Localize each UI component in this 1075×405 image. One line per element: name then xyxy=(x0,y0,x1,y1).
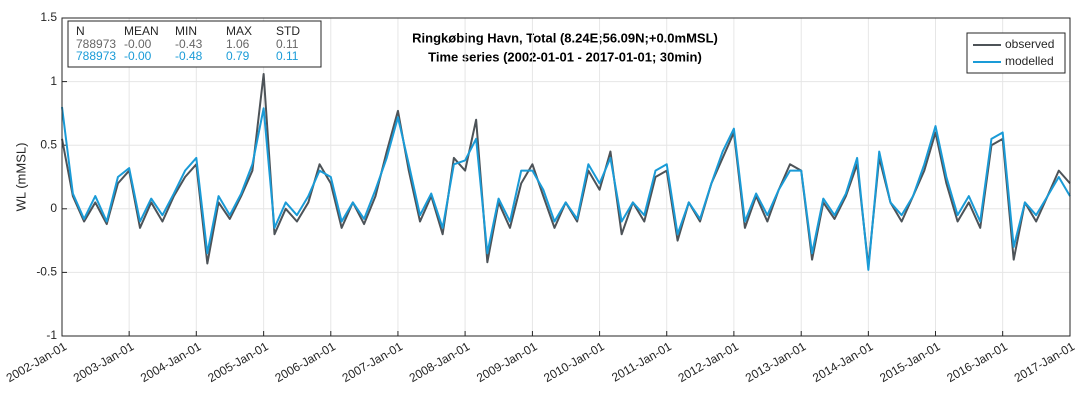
chart-subtitle: Time series (2002-01-01 - 2017-01-01; 30… xyxy=(428,49,702,64)
y-tick-label: 0 xyxy=(50,201,57,215)
stats-cell: 0.11 xyxy=(276,37,299,51)
y-tick-label: 1.5 xyxy=(40,10,57,24)
y-axis-label: WL (mMSL) xyxy=(13,143,28,212)
stats-cell: 1.06 xyxy=(226,37,250,51)
stats-cell: 0.11 xyxy=(276,49,299,63)
stats-cell: 788973 xyxy=(76,37,116,51)
legend-box xyxy=(966,32,1066,74)
stats-cell: 788973 xyxy=(76,49,116,63)
legend-label: modelled xyxy=(1005,54,1054,68)
y-tick-label: -0.5 xyxy=(36,265,57,279)
chart-title: Ringkøbing Havn, Total (8.24E;56.09N;+0.… xyxy=(412,30,718,45)
stats-box xyxy=(67,20,322,68)
stats-cell: -0.48 xyxy=(175,49,203,63)
stats-cell: -0.00 xyxy=(124,37,152,51)
stats-cell: -0.43 xyxy=(175,37,203,51)
stats-header: MIN xyxy=(175,24,197,38)
stats-header: MAX xyxy=(226,24,252,38)
stats-header: N xyxy=(76,24,85,38)
stats-cell: -0.00 xyxy=(124,49,152,63)
y-tick-label: -1 xyxy=(46,328,57,342)
series-line xyxy=(61,106,1071,271)
stats-header: MEAN xyxy=(124,24,159,38)
y-tick-label: 1 xyxy=(50,74,57,88)
stats-cell: 0.79 xyxy=(226,49,250,63)
y-tick-label: 0.5 xyxy=(40,137,57,151)
stats-header: STD xyxy=(276,24,300,38)
legend-label: observed xyxy=(1005,37,1054,51)
plot-frame xyxy=(61,17,1071,337)
